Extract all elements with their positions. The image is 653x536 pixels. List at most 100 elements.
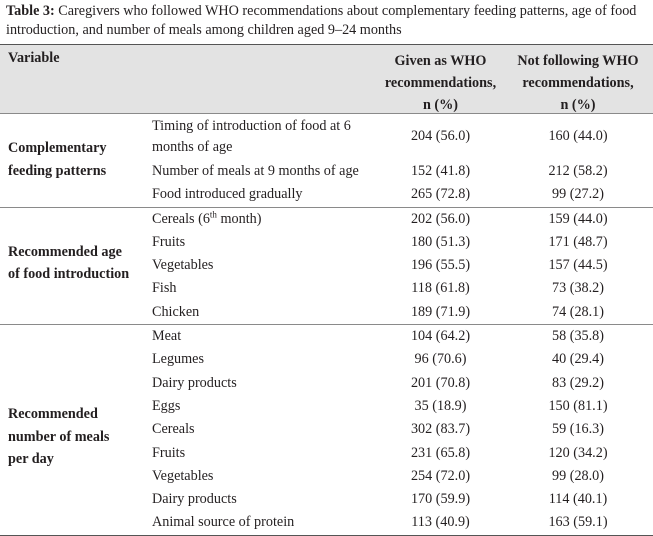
table-header: Variable Given as WHO recommendations, n…: [0, 45, 653, 114]
cell-given: 180 (51.3): [410, 233, 471, 250]
header-given-line: n (%): [422, 97, 459, 113]
header-not-following: Not following WHO recommendations, n (%): [509, 50, 647, 116]
row-label: Meat: [152, 325, 377, 348]
group-name: Complementary feeding patterns: [8, 137, 107, 182]
row-label: Fruits: [152, 442, 377, 465]
row-label-text: Dairy products: [152, 374, 237, 391]
header-variable: Variable: [8, 50, 60, 66]
header-not-line: n (%): [560, 97, 596, 113]
cell-given: 35 (18.9): [414, 397, 467, 414]
table-row: Legumes 96 (70.6) 40 (29.4): [0, 348, 653, 371]
row-label-suffix: month): [216, 210, 262, 227]
table-body: Complementary feeding patterns Timing of i…: [0, 114, 653, 535]
cell-not-following: 171 (48.7): [548, 233, 608, 250]
row-label: Vegetables: [152, 254, 377, 277]
row-label-text: Chicken: [152, 303, 200, 320]
cell-not-following: 159 (44.0): [548, 210, 608, 227]
group-name-line: Complementary: [8, 140, 107, 156]
cell-given: 118 (61.8): [411, 280, 470, 297]
header-not-line: Not following WHO: [517, 53, 639, 69]
header-given: Given as WHO recommendations, n (%): [378, 50, 503, 116]
row-label: Eggs: [152, 395, 377, 418]
cell-not-following: 73 (38.2): [551, 280, 604, 297]
cell-not-following: 160 (44.0): [548, 128, 608, 144]
row-label: Timing of introduction of food at 6 mont…: [152, 116, 377, 158]
cell-not-following: 83 (29.2): [551, 374, 604, 391]
cell-not-following: 99 (28.0): [551, 467, 604, 484]
row-label: Fish: [152, 277, 377, 300]
row-label-text: Meat: [152, 328, 182, 345]
table-row: Chicken 189 (71.9) 74 (28.1): [0, 301, 653, 324]
group-name-line: per day: [8, 451, 54, 468]
row-label: Chicken: [152, 301, 377, 324]
cell-given: 189 (71.9): [410, 303, 471, 320]
row-label-text: Fruits: [152, 233, 186, 250]
row-group: Recommended number of meals per day Meat 104…: [0, 325, 653, 535]
row-label-text: Dairy products: [152, 491, 237, 508]
cell-given: 202 (56.0): [410, 210, 471, 227]
table-row: Cereals 302 (83.7) 59 (16.3): [0, 418, 653, 441]
cell-given: 201 (70.8): [410, 374, 471, 391]
row-group: Recommended age of food introduction Cerea…: [0, 208, 653, 326]
table-row: Fruits 231 (65.8) 120 (34.2): [0, 442, 653, 465]
table-row: Animal source of protein 113 (40.9) 163 (5…: [0, 511, 653, 534]
row-label-text: Eggs: [152, 397, 181, 414]
group-name-line: Recommended: [8, 406, 98, 423]
row-group: Complementary feeding patterns Timing of i…: [0, 114, 653, 208]
cell-not-following: 150 (81.1): [548, 397, 608, 414]
row-label: Number of meals at 9 months of age: [152, 160, 377, 183]
row-label: Dairy products: [152, 372, 377, 395]
row-label: Dairy products: [152, 488, 377, 511]
table-row: Dairy products 201 (70.8) 83 (29.2): [0, 372, 653, 395]
row-label: Legumes: [152, 348, 377, 371]
row-label-text: Fruits: [152, 444, 186, 461]
table-row: Vegetables 196 (55.5) 157 (44.5): [0, 254, 653, 277]
cell-given: 104 (64.2): [410, 328, 471, 345]
cell-not-following: 120 (34.2): [548, 444, 608, 461]
cell-given: 204 (56.0): [410, 128, 471, 144]
row-label-text: Number of meals at 9 months of age: [152, 163, 359, 179]
cell-given: 231 (65.8): [410, 444, 471, 461]
group-name-line: Recommended age: [8, 243, 122, 260]
cell-not-following: 157 (44.5): [548, 257, 608, 274]
cell-not-following: 114 (40.1): [548, 491, 608, 508]
group-name-line: number of meals: [8, 428, 110, 445]
row-label-text: Timing of introduction of food at 6 mont…: [152, 118, 351, 155]
table-row: Number of meals at 9 months of age 152 (4…: [0, 160, 653, 183]
data-table: Variable Given as WHO recommendations, n…: [0, 44, 653, 536]
row-label-text: Cereals: [152, 421, 195, 438]
group-name: Recommended number of meals per day: [8, 403, 109, 471]
row-label-text: Vegetables: [152, 257, 214, 274]
cell-not-following: 40 (29.4): [551, 351, 604, 368]
header-given-line: recommendations,: [384, 75, 497, 91]
cell-not-following: 212 (58.2): [548, 163, 608, 179]
header-not-line: recommendations,: [522, 75, 634, 91]
header-given-line: Given as WHO: [394, 53, 487, 69]
table-row: Vegetables 254 (72.0) 99 (28.0): [0, 465, 653, 488]
cell-given: 113 (40.9): [411, 514, 470, 531]
table-row: Dairy products 170 (59.9) 114 (40.1): [0, 488, 653, 511]
table-row: Cereals (6th month) 202 (56.0) 159 (44.0): [0, 208, 653, 231]
row-label-text: Fish: [152, 280, 177, 297]
cell-given: 170 (59.9): [410, 491, 471, 508]
cell-given: 96 (70.6): [414, 351, 467, 368]
group-name-line: of food introduction: [8, 266, 130, 283]
cell-given: 254 (72.0): [410, 467, 471, 484]
row-label-text: Legumes: [152, 351, 205, 368]
cell-given: 152 (41.8): [410, 163, 471, 179]
row-label-text: Cereals (6: [152, 210, 210, 227]
row-label-text: Animal source of protein: [152, 514, 295, 531]
cell-not-following: 74 (28.1): [551, 303, 604, 320]
cell-not-following: 58 (35.8): [551, 328, 604, 345]
table-caption: Table 3: Caregivers who followed WHO rec…: [6, 2, 651, 40]
row-label-superscript: th: [209, 208, 217, 219]
table-label: Table 3:: [6, 3, 55, 19]
row-label: Vegetables: [152, 465, 377, 488]
cell-given: 196 (55.5): [410, 257, 471, 274]
row-label: Food introduced gradually: [152, 183, 377, 206]
row-label-text: Food introduced gradually: [152, 186, 303, 203]
row-label: Fruits: [152, 231, 377, 254]
table-row: Fruits 180 (51.3) 171 (48.7): [0, 231, 653, 254]
group-name: Recommended age of food introduction: [8, 241, 129, 286]
group-name-line: feeding patterns: [8, 162, 107, 179]
